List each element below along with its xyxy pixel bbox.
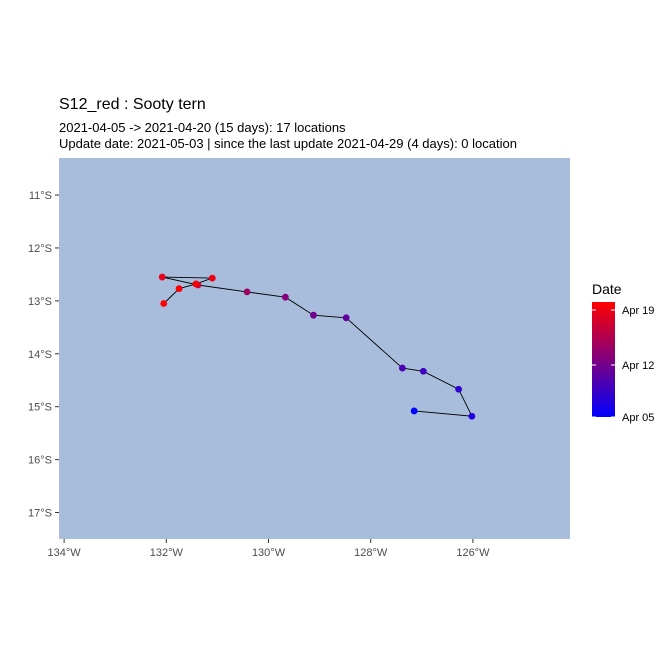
chart-subtitle-line2: Update date: 2021-05-03 | since the last… bbox=[59, 136, 517, 151]
x-tick-label: 134°W bbox=[48, 547, 82, 559]
location-point bbox=[175, 285, 183, 293]
location-point bbox=[243, 288, 251, 296]
legend-label: Apr 05 bbox=[622, 412, 654, 424]
y-tick-label: 12°S bbox=[28, 243, 52, 255]
location-point bbox=[310, 311, 317, 319]
y-tick-label: 14°S bbox=[28, 349, 52, 361]
legend-ticks: Apr 19 Apr 12 Apr 05 bbox=[592, 305, 654, 424]
points-layer bbox=[158, 273, 476, 420]
y-tick-label: 16°S bbox=[28, 455, 52, 467]
color-legend: Date Apr 19 Apr 12 Apr 05 bbox=[592, 281, 654, 424]
x-tick-label: 132°W bbox=[150, 547, 184, 559]
location-point bbox=[398, 364, 406, 372]
location-point bbox=[158, 273, 166, 281]
x-axis: 134°W 132°W 130°W 128°W 126°W bbox=[48, 539, 490, 559]
chart-subtitle-line1: 2021-04-05 -> 2021-04-20 (15 days): 17 l… bbox=[59, 120, 346, 135]
location-point bbox=[208, 274, 216, 282]
chart-title: S12_red : Sooty tern bbox=[59, 96, 206, 113]
location-point bbox=[455, 385, 463, 393]
legend-label: Apr 12 bbox=[622, 360, 654, 372]
y-tick-label: 13°S bbox=[28, 296, 52, 308]
location-point bbox=[192, 280, 200, 288]
x-tick-label: 130°W bbox=[252, 547, 286, 559]
map-panel bbox=[59, 158, 570, 539]
location-point bbox=[410, 407, 418, 415]
legend-title: Date bbox=[592, 281, 622, 297]
y-tick-label: 17°S bbox=[28, 508, 52, 520]
location-point bbox=[468, 412, 476, 420]
location-point bbox=[342, 314, 350, 322]
location-point bbox=[160, 300, 168, 307]
x-tick-label: 128°W bbox=[354, 547, 388, 559]
location-point bbox=[281, 293, 289, 301]
y-axis: 11°S 12°S 13°S 14°S 15°S 16°S 17°S bbox=[28, 190, 59, 520]
y-tick-label: 15°S bbox=[28, 402, 52, 414]
legend-colorbar bbox=[592, 302, 615, 417]
x-tick-label: 126°W bbox=[456, 547, 490, 559]
location-point bbox=[419, 367, 427, 375]
y-tick-label: 11°S bbox=[29, 190, 52, 202]
legend-label: Apr 19 bbox=[622, 305, 654, 317]
